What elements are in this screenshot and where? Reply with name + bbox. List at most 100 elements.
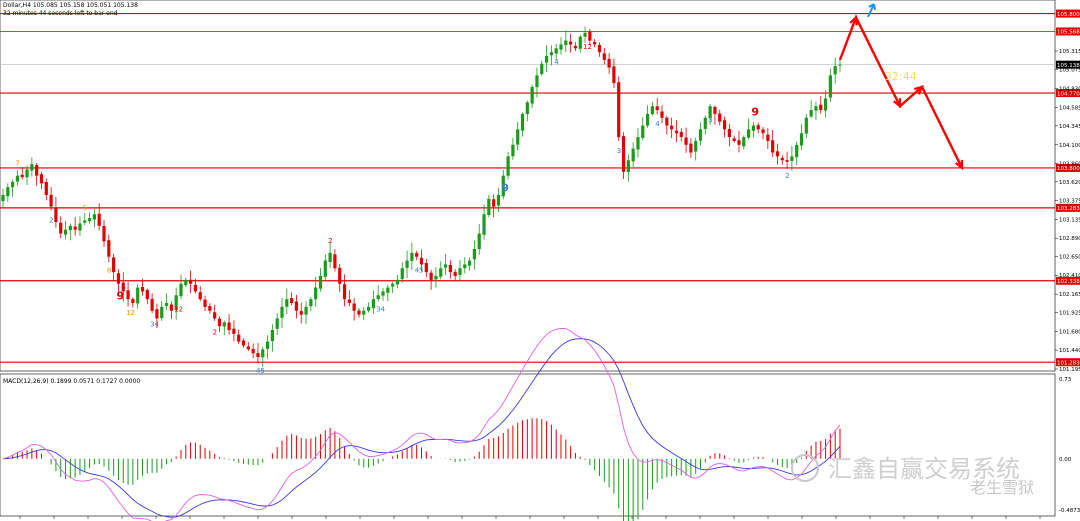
candle-body	[593, 41, 597, 45]
count-label: 34	[376, 305, 385, 313]
candle-body	[136, 287, 140, 304]
up-arrow-icon	[867, 3, 876, 18]
count-label: 12	[126, 309, 135, 317]
candle-body	[569, 41, 573, 45]
count-label: 12	[583, 43, 592, 51]
y-tick-label: 101.195	[1059, 367, 1080, 373]
candle-body	[366, 306, 371, 311]
candle-body	[395, 279, 400, 285]
candle-body	[386, 287, 390, 293]
candle-body	[819, 104, 823, 111]
candle-body	[578, 36, 582, 49]
candle-body	[92, 214, 96, 220]
candle-body	[516, 129, 520, 145]
candle-body	[131, 298, 135, 304]
candle-body	[256, 353, 260, 358]
candle-body	[160, 306, 164, 319]
candle-body	[222, 322, 226, 327]
candle-body	[241, 340, 246, 346]
candle-body	[472, 248, 477, 260]
candle-body	[203, 299, 207, 307]
candle-body	[189, 279, 193, 284]
candle-body	[583, 32, 587, 37]
candle-body	[795, 144, 799, 158]
y-tick-label: 105.315	[1059, 49, 1080, 55]
candle-body	[443, 264, 448, 268]
level-tag	[1056, 163, 1080, 172]
candle-body	[227, 322, 231, 331]
count-label: 8	[107, 267, 111, 275]
level-tag	[1056, 27, 1080, 36]
level-label: 103.283	[1057, 206, 1080, 212]
candle-body	[463, 264, 467, 269]
y-tick-label: 103.135	[1059, 217, 1080, 223]
level-label: 102.338	[1057, 279, 1080, 285]
candle-body	[453, 271, 457, 276]
candle-body	[391, 283, 395, 287]
candle-body	[304, 306, 308, 315]
candle-body	[530, 86, 534, 104]
macd-tick-label: 0.73	[1059, 377, 1072, 383]
candle-body	[751, 125, 756, 131]
y-tick-label: 104.830	[1059, 86, 1080, 92]
candle-body	[742, 137, 746, 147]
candle-body	[342, 284, 347, 300]
candle-body	[674, 130, 679, 134]
forecast-arrowhead	[893, 98, 902, 109]
candle-body	[756, 125, 760, 130]
candle-body	[559, 44, 563, 50]
y-tick-label: 101.925	[1059, 311, 1080, 317]
candle-body	[121, 282, 125, 292]
level-tag	[1056, 358, 1080, 367]
candle-body	[217, 318, 222, 327]
candle-body	[49, 194, 53, 207]
symbol-line: Dollar,H4 105.085 105.158 105.051 105.13…	[3, 2, 138, 9]
y-tick-label: 102.165	[1059, 292, 1080, 298]
candle-body	[520, 113, 525, 131]
candle-body	[496, 194, 501, 206]
y-tick-label: 105.075	[1059, 68, 1080, 74]
count-label: 4	[554, 58, 559, 66]
candle-body	[487, 198, 491, 216]
forecast-arrowhead	[955, 159, 964, 171]
candle-body	[612, 66, 616, 84]
candle-body	[381, 291, 385, 296]
forecast-path	[838, 14, 964, 171]
candle-body	[126, 290, 130, 300]
candle-body	[424, 262, 428, 273]
candle-body	[713, 107, 717, 114]
candle-body	[626, 160, 630, 173]
candle-body	[492, 199, 496, 207]
y-tick-label: 102.650	[1059, 255, 1080, 261]
candle-body	[645, 113, 650, 126]
level-tag	[1056, 89, 1080, 98]
candle-body	[708, 106, 712, 119]
candle-body	[294, 301, 299, 311]
y-tick-label: 104.585	[1059, 105, 1080, 111]
candle-body	[87, 218, 92, 222]
y-tick-label: 104.345	[1059, 124, 1080, 130]
candle-body	[68, 225, 72, 231]
candle-body	[333, 254, 337, 269]
candle-body	[15, 175, 20, 182]
candle-body	[828, 75, 832, 98]
count-label: 45	[415, 267, 424, 275]
candle-body	[362, 310, 366, 315]
candle-body	[179, 283, 183, 297]
candle-body	[102, 226, 106, 242]
level-label: 105.568	[1057, 30, 1080, 36]
candle-body	[607, 58, 611, 68]
candle-body	[689, 143, 693, 153]
candle-body	[405, 260, 409, 268]
macd-signal-line	[2, 338, 841, 518]
candle-body	[641, 125, 645, 138]
candle-body	[251, 349, 255, 354]
candle-body	[838, 64, 842, 66]
count-label: 9	[751, 105, 759, 118]
candle-body	[650, 106, 654, 115]
macd-tick-label: -0.4873	[1059, 508, 1080, 514]
candle-body	[564, 40, 568, 46]
candle-body	[665, 117, 669, 126]
candle-body	[261, 349, 265, 358]
